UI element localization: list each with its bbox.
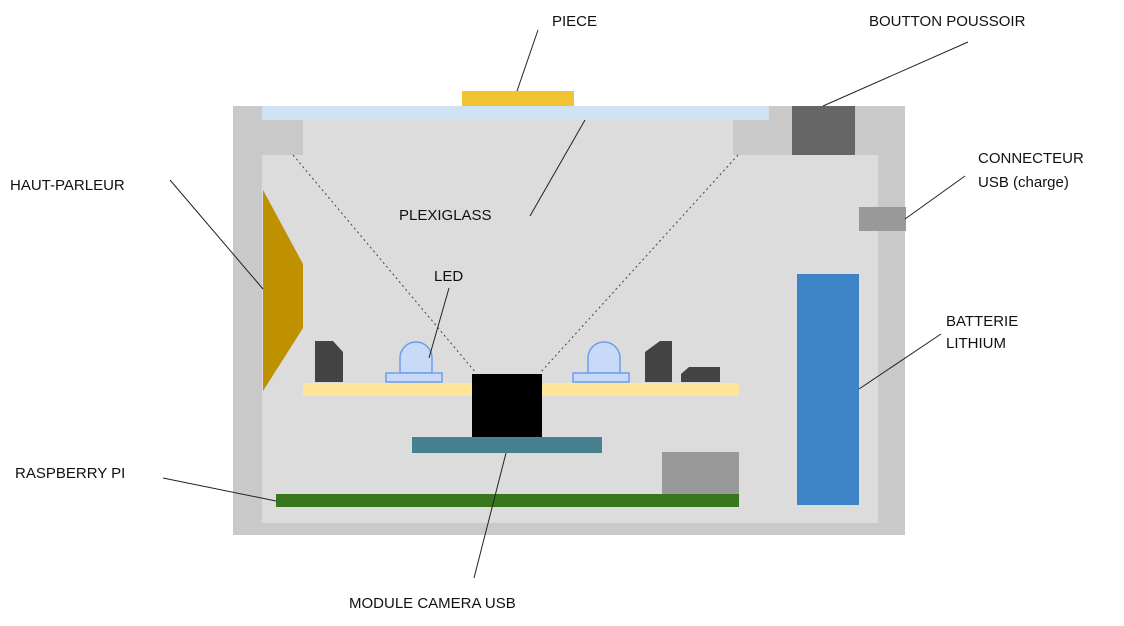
label-module-camera-usb: MODULE CAMERA USB xyxy=(349,595,516,612)
plexiglass-plate xyxy=(262,106,769,120)
camera-fov-right xyxy=(539,154,739,374)
usb-connector xyxy=(859,207,906,231)
raspberry-pi-board xyxy=(276,494,739,507)
leader-raspberry xyxy=(162,477,277,502)
label-connecteur-line2: USB (charge) xyxy=(978,174,1069,191)
camera-board xyxy=(412,437,602,453)
label-raspberry-pi: RASPBERRY PI xyxy=(15,465,125,482)
piece-coin xyxy=(462,91,574,106)
leader-led xyxy=(428,287,450,359)
label-piece: PIECE xyxy=(552,13,597,30)
speaker xyxy=(263,190,303,391)
leader-piece xyxy=(516,29,539,92)
led-left xyxy=(385,341,443,383)
label-batterie-line1: BATTERIE xyxy=(946,313,1018,330)
label-led: LED xyxy=(434,268,463,285)
leader-camera xyxy=(473,452,507,579)
label-connecteur-line1: CONNECTEUR xyxy=(978,150,1084,167)
board-component-left xyxy=(315,341,343,382)
viewing-chamber xyxy=(303,120,733,156)
board-component-small xyxy=(681,367,720,382)
push-button xyxy=(792,106,855,155)
leader-connecteur xyxy=(904,175,966,220)
leader-bouton xyxy=(822,41,969,107)
leader-haut-parleur xyxy=(169,179,264,290)
led-right xyxy=(572,341,630,383)
label-plexiglass: PLEXIGLASS xyxy=(399,207,492,224)
leader-plexiglass xyxy=(529,119,586,217)
board-component-right xyxy=(645,341,672,382)
raspberry-chip xyxy=(662,452,739,494)
label-bouton-poussoir: BOUTTON POUSSOIR xyxy=(869,13,1026,30)
casing-interior xyxy=(262,155,878,523)
leader-batterie xyxy=(858,333,942,390)
label-haut-parleur: HAUT-PARLEUR xyxy=(10,177,125,194)
camera-lens xyxy=(472,374,542,438)
lithium-battery xyxy=(797,274,859,505)
label-batterie-line2: LITHIUM xyxy=(946,335,1006,352)
